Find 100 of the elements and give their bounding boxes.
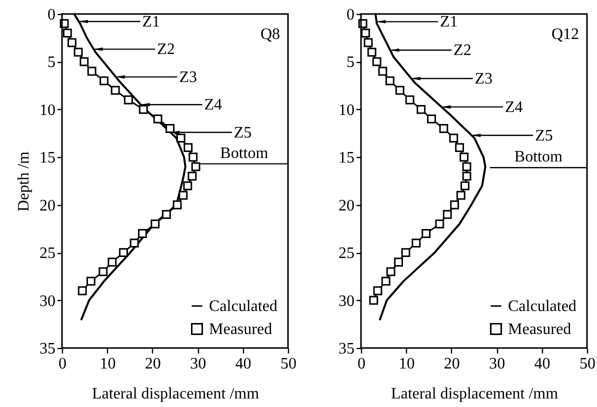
x-tick-label: 0 <box>58 356 66 372</box>
point <box>176 134 186 143</box>
point <box>162 210 171 219</box>
point <box>416 104 426 114</box>
y-tick-label: 0 <box>48 6 56 24</box>
point <box>462 162 472 172</box>
legend-label: Calculated <box>209 298 278 315</box>
y-tick-label: 35 <box>338 340 354 358</box>
annotation: Z1 <box>440 14 458 31</box>
point <box>422 229 431 238</box>
y-axis-title: Depth /m <box>16 150 32 212</box>
ref-line-label: Bottom <box>514 148 563 166</box>
y-tick-label: 20 <box>40 197 56 214</box>
point <box>191 162 200 172</box>
x-tick-label: 30 <box>489 356 506 372</box>
y-tick-label: 35 <box>40 340 56 358</box>
y-tick-label: 25 <box>338 245 354 262</box>
point <box>119 248 128 258</box>
point <box>439 124 448 133</box>
point <box>460 152 469 162</box>
y-tick-label: 5 <box>346 54 354 72</box>
point <box>172 200 182 210</box>
x-tick-label: 50 <box>580 356 596 372</box>
point <box>138 229 147 238</box>
y-tick-label: 10 <box>338 102 354 119</box>
point <box>67 38 76 48</box>
x-tick-label: 10 <box>398 356 415 372</box>
point <box>462 172 472 181</box>
point <box>450 200 460 210</box>
point <box>183 181 192 190</box>
y-tick-label: 30 <box>338 292 354 310</box>
y-tick-label: 15 <box>338 150 354 167</box>
point <box>427 114 436 124</box>
text: Q8 <box>260 26 280 43</box>
point <box>373 286 382 296</box>
y-tick-label: 25 <box>40 245 56 262</box>
annotation: Z3 <box>179 68 197 86</box>
annotation: Z3 <box>474 70 493 88</box>
x-axis-title: Lateral displacement /mm <box>390 386 559 402</box>
y-tick-label: 5 <box>48 54 56 72</box>
point <box>405 95 414 104</box>
x-tick-label: 0 <box>358 356 366 372</box>
point <box>62 28 72 38</box>
point <box>80 57 89 66</box>
point <box>178 190 188 200</box>
point <box>394 258 403 267</box>
text: Q12 <box>551 26 579 43</box>
point <box>124 95 133 104</box>
point <box>100 76 108 86</box>
point <box>381 276 390 286</box>
annotation: Z1 <box>142 13 160 30</box>
ref-line-label: Bottom <box>220 144 269 162</box>
x-tick-label: 50 <box>280 356 296 372</box>
point <box>385 76 394 86</box>
point <box>401 248 410 258</box>
y-tick-label: 30 <box>40 292 56 310</box>
point <box>367 48 376 57</box>
x-axis-title: Lateral displacement /mm <box>92 386 260 402</box>
x-tick-label: 40 <box>534 356 550 372</box>
annotation: Z2 <box>454 42 472 60</box>
point <box>184 143 193 152</box>
annotation: Z5 <box>535 127 553 144</box>
point <box>361 28 370 38</box>
point <box>378 66 388 76</box>
point <box>188 152 198 162</box>
point <box>153 114 162 124</box>
legend-label: Measured <box>209 321 272 338</box>
point <box>108 258 117 267</box>
point <box>460 181 470 190</box>
y-tick-label: 20 <box>338 197 354 214</box>
point <box>412 238 421 248</box>
annotation: Z4 <box>505 98 523 116</box>
point <box>455 143 464 152</box>
annotation: Z2 <box>157 41 175 58</box>
point <box>110 86 120 95</box>
point <box>364 38 373 48</box>
point <box>369 296 378 305</box>
point <box>456 190 466 200</box>
point <box>395 86 404 95</box>
point <box>87 66 96 76</box>
y-tick-label: 0 <box>346 6 354 24</box>
point <box>130 238 139 248</box>
point <box>372 57 382 66</box>
point <box>442 210 452 219</box>
point <box>138 104 148 114</box>
point <box>74 48 83 57</box>
x-tick-label: 40 <box>235 356 252 372</box>
x-tick-label: 30 <box>190 356 206 372</box>
point <box>78 286 87 296</box>
x-tick-label: 10 <box>100 356 116 372</box>
point <box>435 219 444 228</box>
point <box>150 219 160 228</box>
point <box>166 124 174 133</box>
annotation: Z4 <box>204 96 222 114</box>
point <box>98 267 108 276</box>
legend-label: Measured <box>508 321 572 338</box>
point <box>449 134 458 143</box>
y-tick-label: 15 <box>40 150 56 167</box>
x-tick-label: 20 <box>144 356 161 372</box>
point <box>86 276 96 286</box>
